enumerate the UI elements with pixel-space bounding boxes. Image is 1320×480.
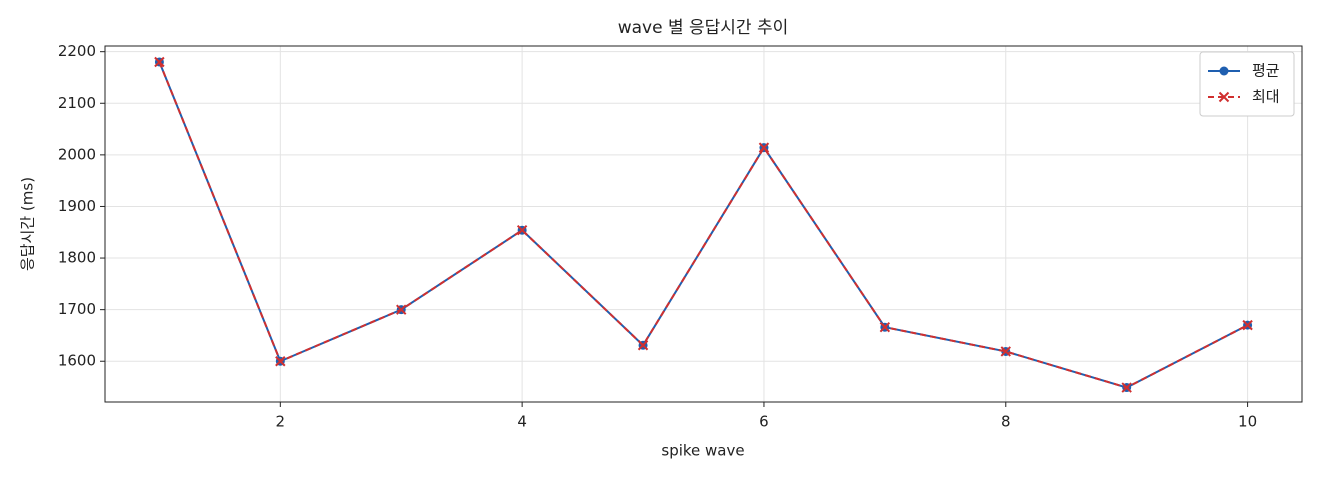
x-tick-label: 8 bbox=[1001, 413, 1011, 431]
marker bbox=[154, 56, 165, 68]
chart-title: wave 별 응답시간 추이 bbox=[618, 18, 789, 38]
legend-frame bbox=[1199, 51, 1295, 117]
marker bbox=[1242, 319, 1253, 331]
marker bbox=[275, 356, 286, 367]
y-tick-label: 2100 bbox=[58, 94, 96, 112]
marker bbox=[516, 224, 528, 236]
x-axis-label: spike wave bbox=[661, 442, 744, 460]
legend-label: 최대 bbox=[1252, 88, 1280, 106]
y-tick-label: 2000 bbox=[58, 145, 96, 163]
x-tick-label: 10 bbox=[1238, 413, 1257, 431]
marker bbox=[758, 142, 770, 153]
marker bbox=[1000, 346, 1011, 357]
line bbox=[158, 61, 1249, 389]
line bbox=[158, 61, 1249, 389]
legend-marker bbox=[1219, 66, 1229, 76]
y-tick-label: 1900 bbox=[58, 197, 96, 215]
x-tick-label: 6 bbox=[759, 413, 769, 431]
y-axis-label: 응답시간 (ms) bbox=[19, 177, 37, 271]
y-tick-label: 1600 bbox=[58, 352, 96, 370]
x-tick-label: 4 bbox=[517, 413, 527, 431]
y-tick-label: 1800 bbox=[58, 249, 96, 267]
marker bbox=[396, 304, 407, 315]
legend-label: 평균 bbox=[1252, 62, 1280, 80]
x-tick-label: 2 bbox=[276, 413, 286, 431]
y-tick-label: 2200 bbox=[58, 42, 96, 60]
marker bbox=[1121, 382, 1132, 393]
marker bbox=[637, 340, 649, 351]
marker bbox=[879, 321, 891, 333]
legend-marker bbox=[1218, 91, 1230, 103]
y-tick-label: 1700 bbox=[58, 300, 96, 318]
plot-frame bbox=[104, 45, 1303, 403]
